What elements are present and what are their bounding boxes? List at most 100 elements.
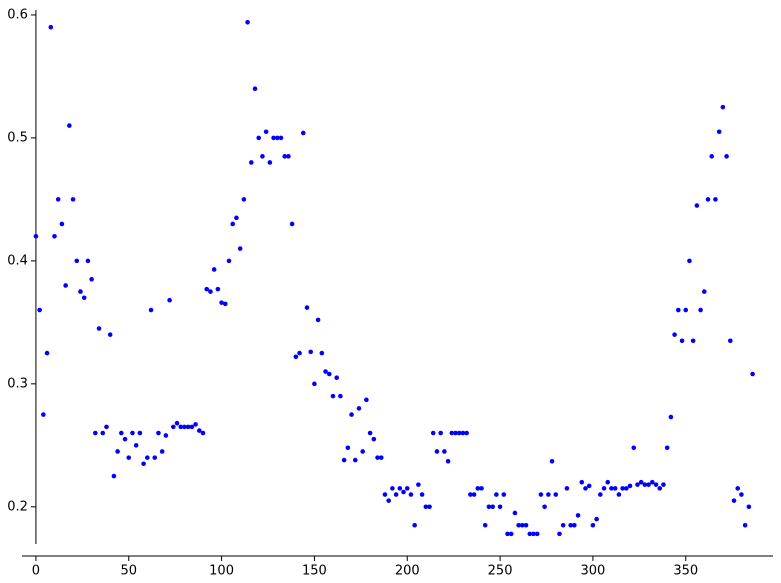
point (657, 486, 663, 491)
point (568, 522, 573, 528)
point (252, 86, 258, 92)
point (119, 430, 124, 436)
point (702, 289, 707, 294)
point (453, 430, 458, 436)
point (304, 305, 310, 310)
y-tick-label: 0.2 (7, 499, 28, 514)
point (683, 307, 689, 313)
point (624, 486, 629, 491)
point (44, 350, 50, 356)
point (672, 332, 677, 337)
point (694, 203, 700, 208)
point (74, 258, 80, 264)
point (104, 424, 109, 430)
point (137, 430, 143, 436)
point (293, 354, 299, 360)
point (746, 504, 752, 510)
point (63, 283, 68, 288)
point (427, 504, 432, 510)
point (705, 197, 711, 202)
point (278, 135, 284, 141)
point (627, 483, 633, 489)
point (93, 430, 98, 436)
point (650, 479, 655, 485)
point (490, 504, 495, 510)
point (750, 371, 755, 377)
point (668, 414, 674, 420)
point (501, 492, 507, 497)
point (546, 492, 551, 497)
point (438, 430, 443, 436)
point (156, 430, 161, 436)
point (412, 522, 417, 528)
point (416, 482, 421, 487)
point (382, 492, 388, 497)
point (326, 371, 332, 377)
point (356, 406, 362, 411)
point (338, 393, 343, 399)
point (620, 486, 625, 491)
point (709, 154, 715, 159)
point (67, 123, 72, 128)
point (145, 455, 150, 460)
point (208, 289, 213, 294)
point (33, 233, 39, 239)
x-tick-label: 250 (488, 564, 513, 579)
point (174, 420, 180, 426)
point (579, 479, 585, 485)
point (494, 492, 499, 497)
point (248, 160, 254, 165)
x-tick-label: 300 (580, 564, 605, 579)
point (460, 430, 466, 436)
point (126, 455, 132, 460)
point (397, 486, 403, 491)
point (178, 424, 184, 430)
point (434, 449, 440, 454)
point (241, 197, 247, 202)
point (267, 160, 273, 165)
point (557, 531, 562, 537)
point (534, 531, 540, 537)
point (219, 300, 224, 305)
y-tick-label: 0.4 (7, 253, 28, 268)
point (739, 492, 744, 497)
x-tick-label: 150 (302, 564, 327, 579)
x-tick-label: 350 (673, 564, 698, 579)
point (204, 286, 210, 292)
point (70, 197, 76, 202)
point (133, 443, 139, 448)
point (564, 486, 570, 491)
point (390, 486, 395, 491)
point (352, 457, 358, 463)
x-tick-label: 50 (120, 564, 137, 579)
point (616, 492, 622, 497)
point (456, 430, 462, 436)
point (605, 479, 611, 485)
point (664, 445, 670, 451)
point (282, 154, 288, 159)
point (631, 445, 637, 451)
point (560, 522, 566, 528)
point (419, 492, 425, 497)
point (367, 430, 373, 436)
point (505, 531, 510, 537)
point (378, 455, 384, 460)
point (594, 516, 599, 522)
point (237, 246, 243, 251)
point (386, 498, 391, 503)
point (724, 154, 729, 159)
point (430, 430, 436, 436)
point (211, 267, 217, 272)
point (364, 397, 369, 403)
point (182, 424, 187, 430)
point (148, 307, 154, 313)
point (661, 482, 666, 487)
point (609, 486, 614, 491)
point (330, 393, 336, 399)
point (575, 513, 581, 518)
point (698, 307, 703, 313)
point (256, 135, 262, 141)
point (508, 531, 514, 537)
point (141, 461, 146, 467)
